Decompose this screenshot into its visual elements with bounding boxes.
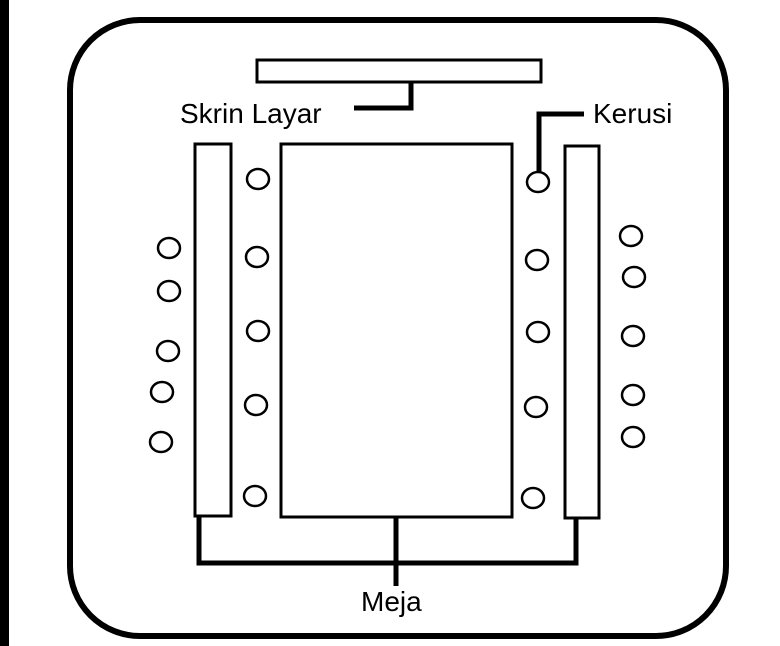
chair [243, 393, 269, 417]
chair [523, 395, 549, 419]
chair [155, 339, 181, 363]
chair-leader-line [536, 111, 584, 172]
chair [242, 484, 268, 508]
chair [245, 167, 271, 191]
chair [149, 380, 175, 404]
chair [524, 248, 550, 272]
chair [621, 265, 647, 289]
left-side-table [193, 142, 233, 518]
table-label: Meja [361, 586, 422, 617]
chair [618, 224, 644, 248]
chair [525, 320, 551, 344]
chair [620, 425, 646, 449]
chair [620, 383, 646, 407]
chair [156, 236, 182, 260]
chair-label: Kerusi [593, 98, 673, 129]
chair [520, 486, 546, 510]
projection-screen [255, 58, 543, 84]
chair [245, 319, 271, 343]
right-side-table [563, 144, 601, 520]
chair [620, 324, 646, 348]
left-edge-band [0, 0, 9, 646]
chair [148, 430, 174, 454]
screen-label: Skrin Layar [180, 98, 322, 129]
table-leader-line [196, 516, 579, 566]
chair [244, 245, 270, 269]
chair [525, 170, 551, 194]
screen-leader-line [354, 82, 414, 111]
center-table [279, 142, 514, 519]
chair [156, 279, 182, 303]
